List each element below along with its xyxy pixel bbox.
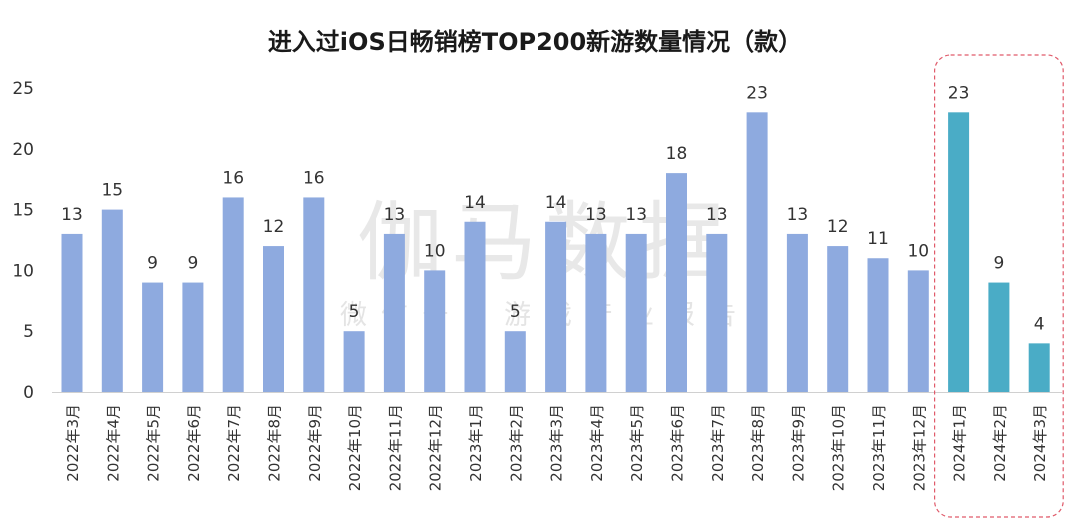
x-tick-label: 2024年1月 [951, 404, 969, 482]
data-label: 12 [263, 217, 285, 237]
data-label: 12 [827, 217, 849, 237]
data-label: 15 [101, 181, 123, 201]
bar [424, 270, 446, 392]
bar [585, 233, 607, 392]
x-tick-label: 2023年12月 [910, 404, 928, 491]
bar [504, 331, 526, 392]
data-label: 9 [993, 254, 1004, 274]
bar [907, 270, 929, 392]
bar [101, 209, 123, 392]
x-tick-label: 2023年4月 [588, 404, 606, 482]
y-tick-label: 0 [23, 383, 34, 403]
bar [706, 233, 728, 392]
x-tick-label: 2023年5月 [628, 404, 646, 482]
bar [948, 112, 970, 392]
x-tick-label: 2022年4月 [104, 404, 122, 482]
chart-title: 进入过iOS日畅销榜TOP200新游数量情况（款） [268, 28, 802, 56]
x-tick-label: 2024年3月 [1031, 404, 1049, 482]
x-tick-label: 2022年10月 [346, 404, 364, 491]
x-tick-label: 2023年2月 [507, 404, 525, 482]
bar [786, 233, 808, 392]
bar [222, 197, 244, 392]
bars-group [61, 112, 1050, 392]
y-tick-label: 25 [12, 79, 34, 99]
value-labels-group: 13 15 9 9 16 12 16 5 13 10 14 5 14 13 13 18 13 23 13 12 11 10… [61, 83, 1044, 334]
bar [383, 233, 405, 392]
data-label: 4 [1034, 314, 1045, 334]
data-label: 5 [510, 302, 521, 322]
bar [464, 221, 486, 392]
bar [61, 233, 83, 392]
bar [182, 282, 204, 392]
bar [625, 233, 647, 392]
x-tick-label: 2023年11月 [870, 404, 888, 491]
y-axis: 0 5 10 15 20 25 [12, 79, 1062, 403]
x-tick-label: 2022年3月 [64, 404, 82, 482]
data-label: 16 [222, 168, 244, 188]
data-label: 5 [349, 302, 360, 322]
bar [666, 173, 687, 392]
data-label: 9 [187, 254, 198, 274]
bar [1028, 343, 1050, 392]
highlight-box [933, 54, 1064, 518]
data-label: 11 [867, 229, 889, 249]
y-tick-label: 15 [12, 201, 34, 221]
bar [827, 246, 849, 392]
data-label: 13 [706, 205, 728, 225]
x-tick-label: 2022年8月 [266, 404, 284, 482]
bar [303, 197, 325, 392]
data-label: 13 [787, 205, 809, 225]
x-tick-label: 2022年5月 [145, 404, 163, 482]
data-label: 16 [303, 168, 325, 188]
x-tick-label: 2022年6月 [185, 404, 203, 482]
data-label: 23 [948, 83, 970, 103]
bar [263, 246, 284, 392]
data-label: 23 [746, 83, 768, 103]
bar [988, 282, 1010, 392]
data-label: 14 [464, 193, 486, 213]
x-tick-label: 2024年2月 [991, 404, 1009, 482]
x-tick-label: 2022年9月 [306, 404, 324, 482]
data-label: 13 [585, 205, 607, 225]
x-tick-label: 2022年12月 [427, 404, 445, 491]
y-tick-label: 20 [12, 140, 34, 160]
data-label: 10 [424, 241, 446, 261]
x-tick-label: 2023年1月 [467, 404, 485, 482]
bar [142, 282, 164, 392]
data-label: 14 [545, 193, 567, 213]
bar [545, 221, 567, 392]
x-tick-label: 2022年11月 [386, 404, 404, 491]
x-tick-label: 2023年6月 [669, 404, 687, 482]
x-tick-label: 2023年10月 [830, 404, 848, 491]
bar [343, 331, 365, 392]
data-label: 9 [147, 254, 158, 274]
x-tick-label: 2023年3月 [548, 404, 566, 482]
data-label: 13 [61, 205, 83, 225]
x-tick-label: 2022年7月 [225, 404, 243, 482]
data-label: 13 [625, 205, 647, 225]
x-tick-label: 2023年8月 [749, 404, 767, 482]
data-label: 10 [907, 241, 929, 261]
watermark-main: 伽马数据 [357, 193, 733, 293]
y-tick-label: 10 [12, 261, 34, 281]
x-tick-label: 2023年7月 [709, 404, 727, 482]
y-tick-label: 5 [23, 322, 34, 342]
data-label: 13 [384, 205, 406, 225]
data-label: 18 [666, 144, 688, 164]
x-tick-label: 2023年9月 [789, 404, 807, 482]
x-axis: 2022年3月 2022年4月 2022年5月 2022年6月 2022年7月 2022年… [64, 404, 1049, 491]
bar [867, 258, 889, 392]
bar [746, 112, 768, 392]
